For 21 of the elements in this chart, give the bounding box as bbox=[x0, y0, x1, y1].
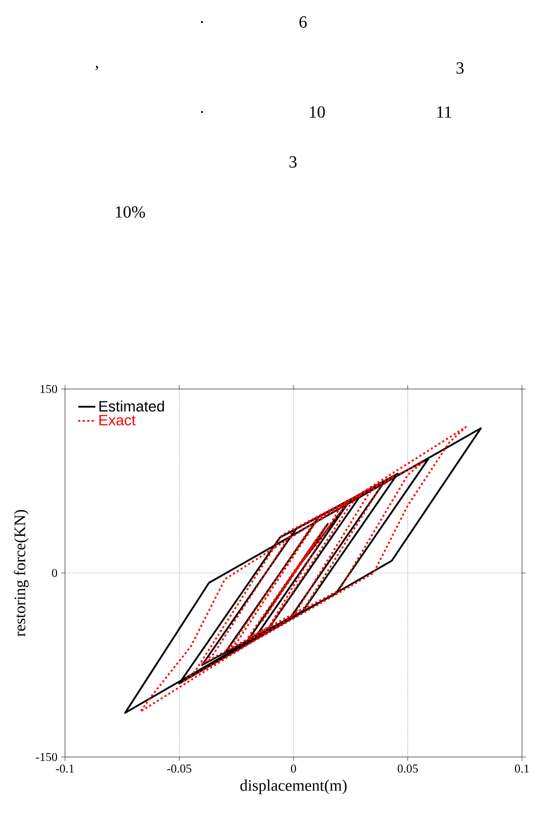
text: 3 bbox=[456, 62, 464, 74]
x-axis-title: displacement(m) bbox=[240, 780, 347, 794]
x-tick-label: 0.05 bbox=[398, 764, 418, 773]
legend-label: Exact bbox=[99, 414, 136, 426]
text: , bbox=[96, 66, 98, 70]
y-axis-title: restoring force(KN) bbox=[14, 510, 29, 636]
text: 10% bbox=[116, 206, 145, 218]
x-tick-label: 0 bbox=[290, 764, 296, 773]
text: . bbox=[200, 110, 204, 113]
text: 3 bbox=[290, 156, 297, 168]
text: . bbox=[200, 20, 204, 23]
y-tick-label: 0 bbox=[52, 568, 58, 578]
x-tick-label: -0.05 bbox=[167, 764, 192, 773]
y-tick-label: 150 bbox=[40, 384, 58, 394]
y-tick-label: -150 bbox=[36, 752, 58, 762]
legend-label: Estimated bbox=[99, 400, 164, 412]
text: 11 bbox=[437, 106, 452, 118]
text: 10 bbox=[310, 106, 325, 118]
x-tick-label: 0.1 bbox=[514, 764, 529, 773]
x-tick-label: -0.1 bbox=[56, 764, 74, 773]
text: 6 bbox=[299, 16, 307, 28]
